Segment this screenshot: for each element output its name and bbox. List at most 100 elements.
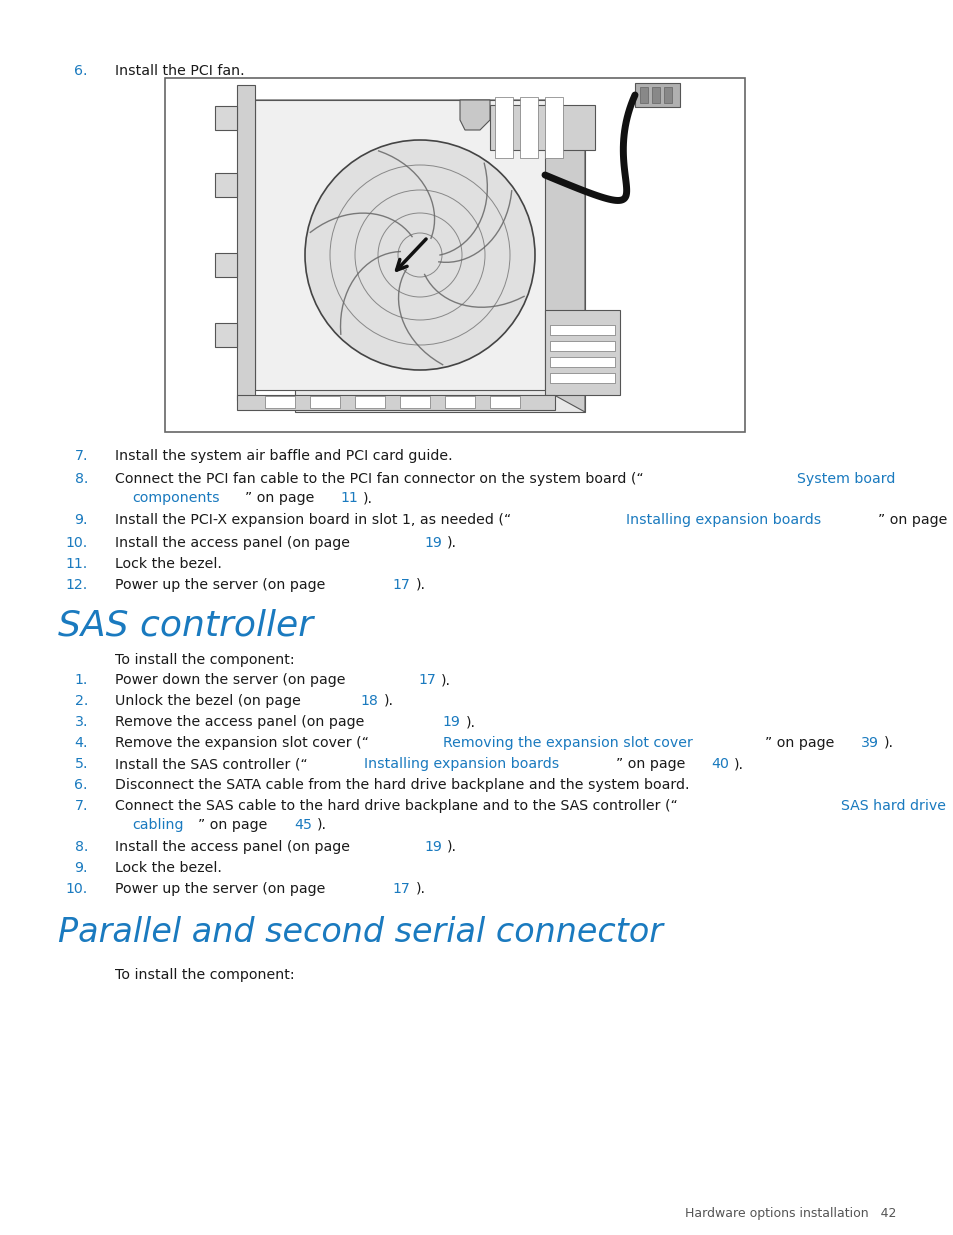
Text: 19: 19 — [423, 536, 441, 550]
Text: To install the component:: To install the component: — [115, 653, 294, 667]
Polygon shape — [236, 395, 555, 410]
Text: 2.: 2. — [74, 694, 88, 708]
Text: Remove the access panel (on page: Remove the access panel (on page — [115, 715, 369, 729]
Text: 1.: 1. — [74, 673, 88, 687]
Text: Remove the expansion slot cover (“: Remove the expansion slot cover (“ — [115, 736, 369, 750]
Text: ” on page: ” on page — [615, 757, 689, 771]
Bar — [550, 341, 615, 351]
Bar — [550, 373, 615, 383]
Text: ” on page: ” on page — [245, 492, 318, 505]
Text: Install the PCI-X expansion board in slot 1, as needed (“: Install the PCI-X expansion board in slo… — [115, 513, 511, 527]
Text: cabling: cabling — [132, 818, 183, 832]
Text: Lock the bezel.: Lock the bezel. — [115, 861, 222, 876]
Text: Connect the SAS cable to the hard drive backplane and to the SAS controller (“: Connect the SAS cable to the hard drive … — [115, 799, 678, 813]
Text: Unlock the bezel (on page: Unlock the bezel (on page — [115, 694, 305, 708]
Polygon shape — [544, 100, 584, 412]
Bar — [236, 85, 254, 400]
Text: ” on page: ” on page — [878, 513, 951, 527]
Text: Installing expansion boards: Installing expansion boards — [363, 757, 558, 771]
Text: Hardware options installation   42: Hardware options installation 42 — [684, 1207, 895, 1220]
Bar — [310, 396, 339, 408]
Text: components: components — [132, 492, 219, 505]
Polygon shape — [254, 100, 584, 122]
Text: 3.: 3. — [74, 715, 88, 729]
Text: SAS hard drive: SAS hard drive — [841, 799, 945, 813]
Text: 19: 19 — [423, 840, 441, 853]
Bar — [490, 396, 519, 408]
Bar — [444, 396, 475, 408]
Text: Install the SAS controller (“: Install the SAS controller (“ — [115, 757, 308, 771]
Text: 9.: 9. — [74, 513, 88, 527]
Text: SAS controller: SAS controller — [58, 608, 313, 642]
Text: 7.: 7. — [74, 450, 88, 463]
Text: ).: ). — [415, 578, 425, 592]
Text: ” on page: ” on page — [198, 818, 272, 832]
Bar — [639, 86, 647, 103]
Text: Power down the server (on page: Power down the server (on page — [115, 673, 350, 687]
Text: 10.: 10. — [66, 882, 88, 897]
Text: 11: 11 — [340, 492, 357, 505]
Text: To install the component:: To install the component: — [115, 968, 294, 982]
Text: 9.: 9. — [74, 861, 88, 876]
Bar — [519, 98, 537, 158]
Text: Lock the bezel.: Lock the bezel. — [115, 557, 222, 571]
Bar — [544, 98, 562, 158]
Text: 17: 17 — [392, 578, 410, 592]
Text: Parallel and second serial connector: Parallel and second serial connector — [58, 916, 662, 948]
Text: ” on page: ” on page — [764, 736, 838, 750]
Text: 19: 19 — [442, 715, 460, 729]
Text: 18: 18 — [360, 694, 378, 708]
Polygon shape — [459, 100, 490, 130]
Text: 45: 45 — [294, 818, 312, 832]
Text: 6.: 6. — [74, 778, 88, 792]
Bar — [214, 106, 236, 130]
Text: 5.: 5. — [74, 757, 88, 771]
Text: ).: ). — [316, 818, 327, 832]
Bar — [651, 86, 659, 103]
Bar — [265, 396, 294, 408]
Bar — [214, 324, 236, 347]
Text: 11.: 11. — [66, 557, 88, 571]
Bar — [544, 310, 619, 395]
Text: 4.: 4. — [74, 736, 88, 750]
Bar — [495, 98, 513, 158]
Bar — [214, 173, 236, 198]
Bar — [214, 253, 236, 277]
Text: ).: ). — [363, 492, 373, 505]
Text: 17: 17 — [417, 673, 436, 687]
Text: 39: 39 — [860, 736, 878, 750]
Bar — [635, 83, 679, 107]
Text: 12.: 12. — [66, 578, 88, 592]
Text: ).: ). — [383, 694, 394, 708]
Bar — [490, 105, 595, 149]
Text: 7.: 7. — [74, 799, 88, 813]
Text: Install the PCI fan.: Install the PCI fan. — [115, 64, 244, 78]
Text: ).: ). — [733, 757, 743, 771]
Bar — [550, 325, 615, 335]
Text: Install the system air baffle and PCI card guide.: Install the system air baffle and PCI ca… — [115, 450, 452, 463]
Text: Installing expansion boards: Installing expansion boards — [625, 513, 821, 527]
Text: 17: 17 — [392, 882, 410, 897]
Text: ).: ). — [882, 736, 893, 750]
Polygon shape — [294, 122, 584, 412]
Text: Removing the expansion slot cover: Removing the expansion slot cover — [442, 736, 692, 750]
Bar — [355, 396, 385, 408]
Text: Install the access panel (on page: Install the access panel (on page — [115, 840, 355, 853]
Text: ).: ). — [447, 840, 456, 853]
Text: 10.: 10. — [66, 536, 88, 550]
Text: Power up the server (on page: Power up the server (on page — [115, 578, 330, 592]
Text: 8.: 8. — [74, 840, 88, 853]
Text: ).: ). — [441, 673, 451, 687]
Circle shape — [305, 140, 535, 370]
Text: 8.: 8. — [74, 472, 88, 487]
Text: Connect the PCI fan cable to the PCI fan connector on the system board (“: Connect the PCI fan cable to the PCI fan… — [115, 472, 643, 487]
Text: 40: 40 — [710, 757, 728, 771]
Text: ).: ). — [415, 882, 425, 897]
Text: Disconnect the SATA cable from the hard drive backplane and the system board.: Disconnect the SATA cable from the hard … — [115, 778, 689, 792]
Text: 6.: 6. — [74, 64, 88, 78]
Text: ).: ). — [465, 715, 476, 729]
Bar — [165, 78, 744, 432]
Text: Install the access panel (on page: Install the access panel (on page — [115, 536, 355, 550]
Text: System board: System board — [797, 472, 895, 487]
Text: Power up the server (on page: Power up the server (on page — [115, 882, 330, 897]
